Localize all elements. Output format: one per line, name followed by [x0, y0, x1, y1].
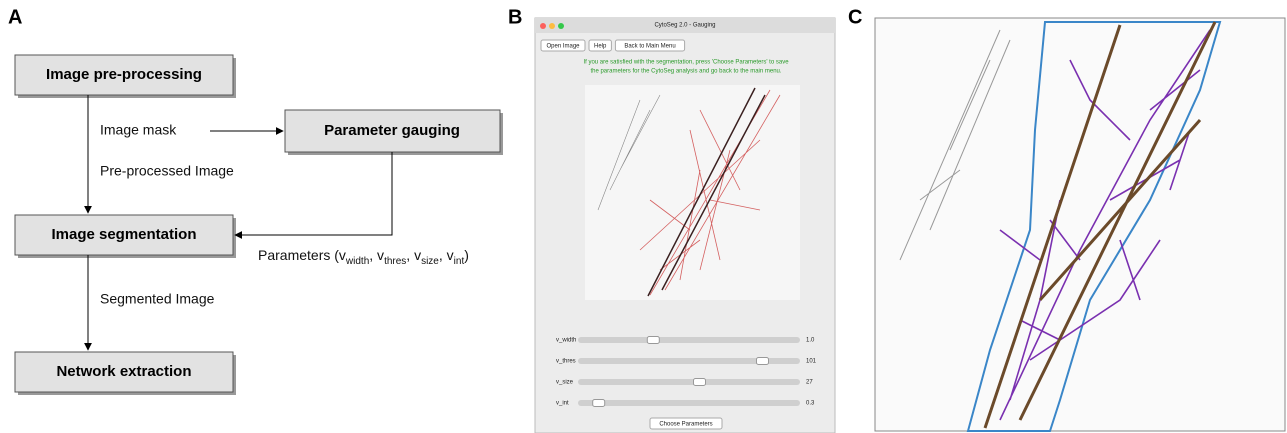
slider-label: v_thres [556, 359, 576, 365]
button-label[interactable]: Back to Main Menu [624, 44, 675, 50]
label-part: , v [369, 247, 384, 263]
page: A Image pre-processing Parameter gauging… [0, 0, 1287, 433]
label-part: Parameters (v [258, 247, 346, 263]
label-part: ) [464, 247, 469, 263]
message: If you are satisfied with the segmentati… [583, 60, 789, 66]
panel-label: B [508, 6, 522, 28]
button-label[interactable]: Open Image [546, 44, 580, 50]
slider-value: 0.3 [806, 401, 815, 407]
slider-value: 101 [806, 359, 817, 365]
node-label: Network extraction [56, 363, 191, 380]
slider-track[interactable] [578, 400, 800, 406]
slider-thumb[interactable] [593, 400, 605, 407]
slider-label: v_width [556, 338, 576, 344]
slider-value: 1.0 [806, 338, 815, 344]
panel-label: A [8, 6, 22, 28]
edge-label: Parameters (vwidth, vthres, vsize, vint) [258, 247, 469, 267]
node-label: Parameter gauging [324, 122, 460, 139]
app-window [535, 18, 835, 433]
panel-label: C [848, 6, 862, 28]
label-part: , v [439, 247, 454, 263]
slider-value: 27 [806, 380, 813, 386]
subscript: size [421, 256, 439, 267]
subscript: width [345, 256, 369, 267]
slider-thumb[interactable] [757, 358, 769, 365]
slider-thumb[interactable] [647, 337, 659, 344]
slider-label: v_int [556, 401, 569, 407]
slider-label: v_size [556, 380, 574, 386]
slider-thumb[interactable] [694, 379, 706, 386]
arrow [235, 152, 392, 235]
node-label: Image segmentation [51, 226, 196, 243]
window-title: CytoSeg 2.0 - Gauging [654, 23, 715, 29]
subscript: thres [384, 256, 406, 267]
slider-track[interactable] [578, 379, 800, 385]
subscript: int [454, 256, 465, 267]
slider-track[interactable] [578, 337, 800, 343]
node-label: Image pre-processing [46, 66, 202, 83]
edge-label: Pre-processed Image [100, 163, 234, 179]
edge-label: Image mask [100, 122, 177, 138]
edge-label: Segmented Image [100, 291, 215, 307]
message: the parameters for the CytoSeg analysis … [590, 69, 781, 75]
button-label[interactable]: Choose Parameters [659, 422, 712, 428]
label-part: , v [406, 247, 421, 263]
figure: A Image pre-processing Parameter gauging… [0, 0, 1287, 433]
segmentation-image [875, 18, 1285, 431]
button-label[interactable]: Help [594, 44, 607, 50]
